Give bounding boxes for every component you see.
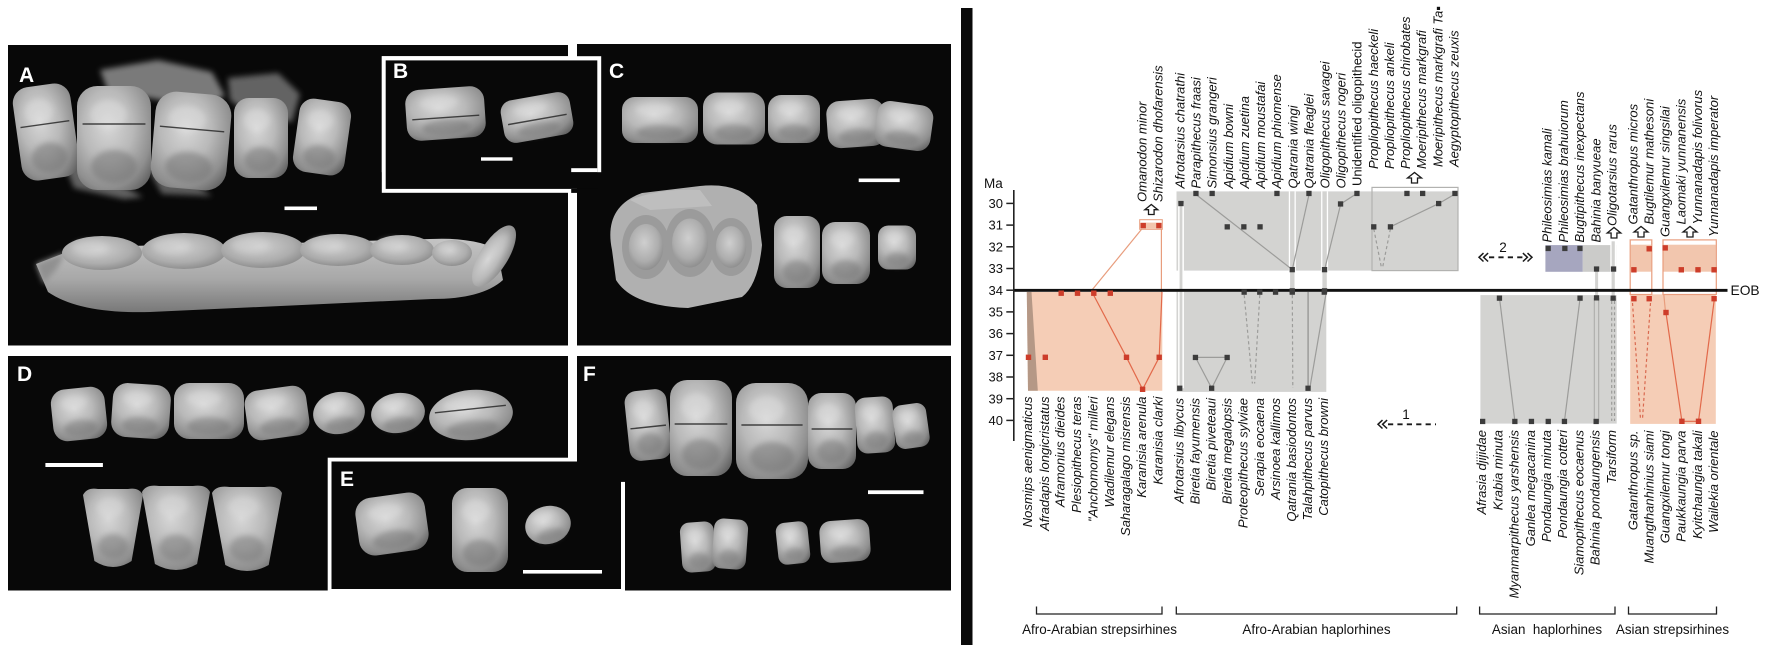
svg-text:Bugtilemur mathesoni: Bugtilemur mathesoni <box>1642 98 1657 225</box>
svg-text:Bahinia pondaungensis: Bahinia pondaungensis <box>1588 430 1603 566</box>
svg-text:Afro-Arabian haplorhines: Afro-Arabian haplorhines <box>1242 622 1390 637</box>
svg-text:40: 40 <box>989 413 1003 428</box>
svg-text:Aframonius dieides: Aframonius dieides <box>1053 396 1068 508</box>
svg-text:Gatanthropus sp.: Gatanthropus sp. <box>1625 431 1640 531</box>
svg-text:A: A <box>19 64 34 87</box>
svg-text:39: 39 <box>989 391 1003 406</box>
svg-text:B: B <box>393 60 408 83</box>
svg-text:Apidium zuetina: Apidium zuetina <box>1237 96 1252 190</box>
svg-text:Guangxilemur tongi: Guangxilemur tongi <box>1658 429 1673 543</box>
svg-text:Propliopithecus chirobates: Propliopithecus chirobates <box>1398 16 1413 169</box>
svg-text:Apidium phiomense: Apidium phiomense <box>1269 74 1284 189</box>
svg-text:37: 37 <box>989 348 1003 363</box>
svg-text:Phileosimias brahuiorum: Phileosimias brahuiorum <box>1556 100 1571 243</box>
svg-text:Moeripithecus markgrafi Ta▪: Moeripithecus markgrafi Ta▪ <box>1430 6 1445 167</box>
svg-text:Unidentified oligopithecid: Unidentified oligopithecid <box>1350 41 1365 186</box>
svg-text:31: 31 <box>989 218 1003 233</box>
svg-text:Qatrania wingi: Qatrania wingi <box>1285 104 1300 188</box>
svg-text:Yunnanadapis imperator: Yunnanadapis imperator <box>1706 95 1721 237</box>
svg-text:Paukkaungia parva: Paukkaungia parva <box>1674 431 1689 542</box>
svg-text:Afrotarsius chatrathi: Afrotarsius chatrathi <box>1173 72 1188 190</box>
svg-text:Omanodon minor: Omanodon minor <box>1135 101 1150 202</box>
svg-text:33: 33 <box>989 261 1003 276</box>
svg-text:Pondaungia cotteri: Pondaungia cotteri <box>1555 429 1570 539</box>
svg-text:34: 34 <box>989 283 1003 298</box>
svg-text:2: 2 <box>1499 240 1507 255</box>
svg-text:E: E <box>340 468 354 491</box>
svg-text:Biretia fayumensis: Biretia fayumensis <box>1188 398 1203 505</box>
svg-text:Gatanthropus micros: Gatanthropus micros <box>1625 103 1640 224</box>
svg-text:Moeripithecus markgrafi: Moeripithecus markgrafi <box>1414 29 1429 169</box>
svg-text:Laomaki yunnanensis: Laomaki yunnanensis <box>1674 98 1689 224</box>
svg-text:Proteopithecus sylviae: Proteopithecus sylviae <box>1236 398 1251 528</box>
svg-text:Oligopithecus rogeri: Oligopithecus rogeri <box>1334 72 1349 189</box>
svg-text:Guangxilemur singsilai: Guangxilemur singsilai <box>1658 105 1673 237</box>
svg-text:Afrasia djijidae: Afrasia djijidae <box>1474 430 1489 516</box>
svg-text:Wadilemur elegans: Wadilemur elegans <box>1102 396 1117 508</box>
svg-text:Shizarodon dhofarensis: Shizarodon dhofarensis <box>1150 65 1165 202</box>
svg-text:Qatrania basiodontos: Qatrania basiodontos <box>1284 398 1299 522</box>
svg-text:Biretia megalopsis: Biretia megalopsis <box>1220 398 1235 505</box>
svg-text:Afrotarsius libycus: Afrotarsius libycus <box>1172 398 1187 505</box>
svg-text:Propliopithecus haeckeli: Propliopithecus haeckeli <box>1366 28 1381 169</box>
svg-text:Pondaungia minuta: Pondaungia minuta <box>1539 430 1554 542</box>
svg-text:Krabia minuta: Krabia minuta <box>1490 430 1505 510</box>
svg-text:35: 35 <box>989 305 1003 320</box>
svg-text:Propliopithecus ankeli: Propliopithecus ankeli <box>1382 41 1397 169</box>
svg-text:Afradapis longicristatus: Afradapis longicristatus <box>1037 396 1052 532</box>
svg-text:C: C <box>609 60 624 83</box>
svg-text:Myanmarpithecus yarshensis: Myanmarpithecus yarshensis <box>1507 430 1522 599</box>
svg-text:Qatrania fleaglei: Qatrania fleaglei <box>1301 93 1316 189</box>
svg-text:Karanisia arenula: Karanisia arenula <box>1134 397 1149 498</box>
svg-text:Bahinia banyueae: Bahinia banyueae <box>1588 138 1603 242</box>
svg-text:Apidium moustafai: Apidium moustafai <box>1253 80 1268 189</box>
svg-text:Catopithecus browni: Catopithecus browni <box>1316 397 1331 516</box>
svg-text:Siamopithecus eocaenus: Siamopithecus eocaenus <box>1571 430 1586 576</box>
svg-text:Asian haplorhines: Asian haplorhines <box>1492 622 1602 637</box>
svg-text:Arsinoea kallimos: Arsinoea kallimos <box>1268 398 1283 501</box>
svg-text:32: 32 <box>989 239 1003 254</box>
svg-text:Talahpithecus parvus: Talahpithecus parvus <box>1300 398 1315 521</box>
svg-text:Nosmips aenigmaticus: Nosmips aenigmaticus <box>1020 396 1035 527</box>
svg-text:Tarsiform: Tarsiform <box>1604 430 1619 484</box>
svg-text:Oligopithecus savagei: Oligopithecus savagei <box>1317 60 1332 188</box>
svg-text:Yunnanadapis folivorus: Yunnanadapis folivorus <box>1690 89 1705 224</box>
svg-text:D: D <box>17 363 32 386</box>
svg-text:Parapithecus fraasi: Parapithecus fraasi <box>1189 76 1204 188</box>
svg-text:1: 1 <box>1402 407 1410 422</box>
svg-text:Biretia piveteaui: Biretia piveteaui <box>1204 397 1219 491</box>
svg-text:Ma: Ma <box>984 176 1003 191</box>
svg-text:Serapia eocaena: Serapia eocaena <box>1252 398 1267 496</box>
svg-text:30: 30 <box>989 196 1003 211</box>
svg-text:38: 38 <box>989 370 1003 385</box>
svg-text:Oligotarsius rarus: Oligotarsius rarus <box>1605 124 1620 226</box>
svg-text:Muangthanhinius siami: Muangthanhinius siami <box>1642 429 1657 563</box>
svg-text:Aegyptopithecus zeuxis: Aegyptopithecus zeuxis <box>1446 30 1461 168</box>
svg-text:EOB: EOB <box>1731 283 1760 298</box>
svg-text:Simonsius grangeri: Simonsius grangeri <box>1205 76 1220 188</box>
svg-text:Bugtipithecus inexpectans: Bugtipithecus inexpectans <box>1572 91 1587 243</box>
svg-text:36: 36 <box>989 326 1003 341</box>
svg-text:Phileosimias kamali: Phileosimias kamali <box>1540 127 1555 242</box>
svg-text:Karanisia clarki: Karanisia clarki <box>1151 395 1166 484</box>
svg-text:Ganlea megacanina: Ganlea megacanina <box>1523 430 1538 546</box>
svg-text:Asian strepsirhines: Asian strepsirhines <box>1616 622 1729 637</box>
svg-text:Kyitchaungia takali: Kyitchaungia takali <box>1690 429 1705 539</box>
svg-text:Saharagalago misrensis: Saharagalago misrensis <box>1118 396 1133 536</box>
svg-text:Afro-Arabian strepsirhines: Afro-Arabian strepsirhines <box>1022 622 1177 637</box>
svg-text:Apidium bowni: Apidium bowni <box>1221 103 1236 190</box>
svg-text:F: F <box>583 363 596 386</box>
svg-text:"Anchomomys" milleri: "Anchomomys" milleri <box>1085 395 1100 522</box>
svg-text:Wailekia orientale: Wailekia orientale <box>1706 431 1721 533</box>
svg-text:Plesiopithecus teras: Plesiopithecus teras <box>1069 396 1084 513</box>
